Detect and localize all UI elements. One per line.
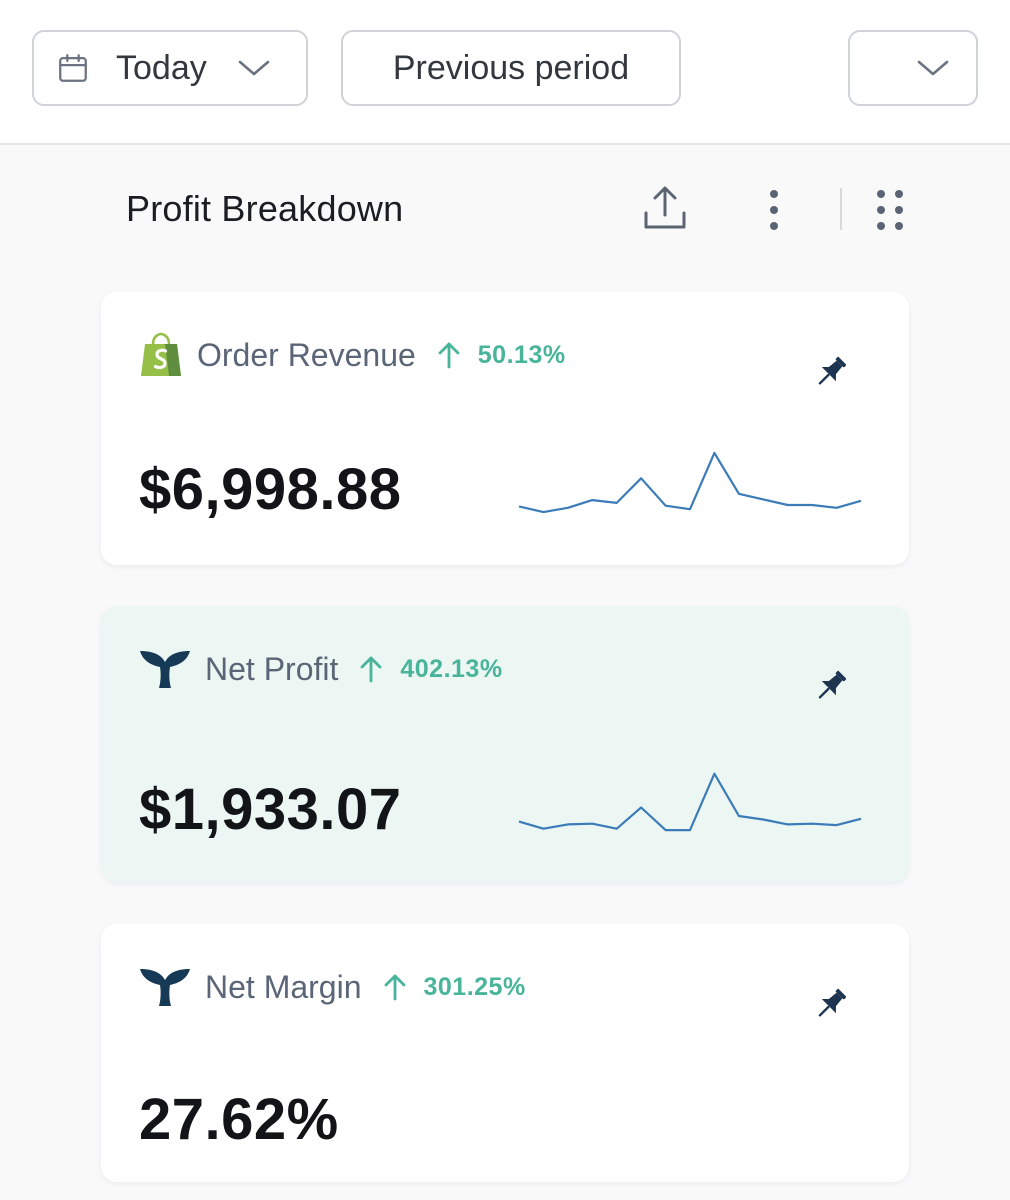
metric-value: 27.62% <box>139 1087 339 1152</box>
metric-card-net-margin[interactable]: Net Margin 301.25% 27.62% <box>101 924 909 1182</box>
metric-value: $6,998.88 <box>139 457 402 522</box>
toolbar-divider <box>840 188 842 230</box>
pin-icon[interactable] <box>811 666 851 706</box>
drag-handle-icon[interactable] <box>872 188 908 232</box>
change-percent: 50.13% <box>477 340 566 369</box>
metric-value: $1,933.07 <box>139 777 402 842</box>
whale-tail-icon <box>140 969 190 1006</box>
change-percent: 301.25% <box>423 972 526 1001</box>
pin-icon[interactable] <box>811 352 851 392</box>
pin-icon[interactable] <box>811 984 851 1024</box>
sparkline-chart <box>518 772 862 832</box>
metric-card-order-revenue[interactable]: Order Revenue 50.13% $6,998.88 <box>101 292 909 565</box>
metric-label: Order Revenue <box>197 336 416 373</box>
date-range-dropdown[interactable]: Today <box>32 30 308 106</box>
arrow-up-icon <box>360 656 382 683</box>
chevron-down-icon <box>917 60 949 76</box>
metric-label: Net Profit <box>205 650 339 687</box>
section-title: Profit Breakdown <box>126 188 404 229</box>
compare-period-label: Previous period <box>392 48 630 87</box>
metric-card-header: Net Profit 402.13% <box>139 644 503 694</box>
sparkline-chart <box>518 451 862 514</box>
arrow-up-icon <box>384 974 405 1001</box>
whale-tail-icon <box>140 651 190 688</box>
compare-period-button[interactable]: Previous period <box>341 30 681 106</box>
calendar-icon <box>59 54 87 82</box>
date-range-label: Today <box>116 48 207 87</box>
export-icon[interactable] <box>640 183 690 233</box>
shopify-bag-icon <box>141 332 181 376</box>
arrow-up-icon <box>438 342 460 369</box>
metric-card-net-profit[interactable]: Net Profit 402.13% $1,933.07 <box>101 606 909 882</box>
filter-bar: Today Previous period <box>0 0 1010 145</box>
chevron-down-icon <box>238 60 270 76</box>
sparkline-series <box>518 451 862 514</box>
metric-card-header: Net Margin 301.25% <box>139 962 526 1012</box>
metric-label: Net Margin <box>205 968 362 1005</box>
more-options-icon[interactable] <box>760 188 788 232</box>
options-dropdown[interactable] <box>848 30 978 106</box>
sparkline-series <box>518 772 862 832</box>
change-percent: 402.13% <box>400 654 503 683</box>
metric-card-header: Order Revenue 50.13% <box>139 330 566 380</box>
